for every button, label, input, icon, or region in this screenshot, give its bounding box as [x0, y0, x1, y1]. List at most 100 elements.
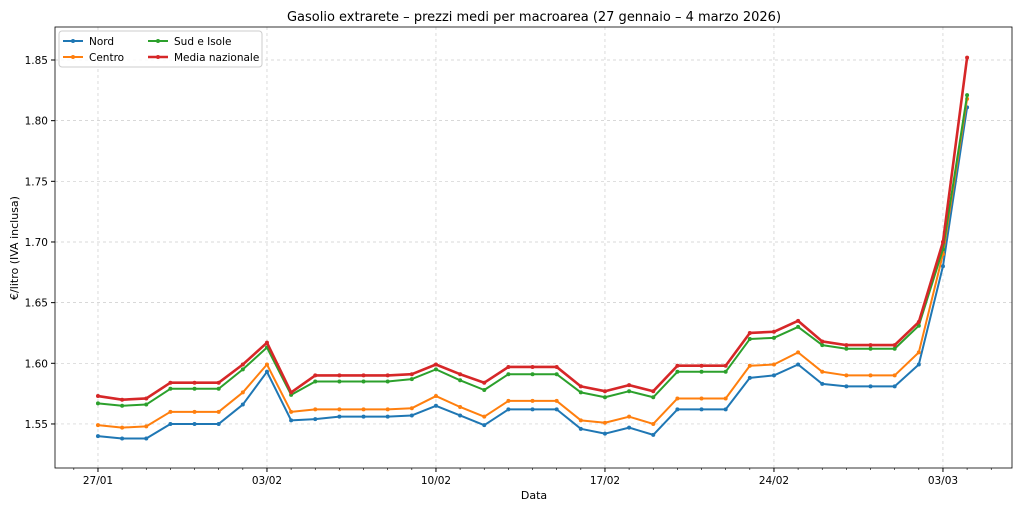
data-point	[361, 414, 366, 419]
data-point	[844, 343, 849, 348]
series-line	[97, 95, 969, 407]
data-point	[602, 395, 607, 400]
data-point	[554, 398, 559, 403]
legend-box	[58, 30, 263, 68]
data-point	[385, 407, 390, 412]
x-tick-label: 24/02	[759, 475, 789, 487]
data-point	[337, 373, 342, 378]
data-point	[409, 406, 414, 411]
data-point	[458, 413, 463, 418]
data-point	[433, 403, 438, 408]
data-point	[651, 432, 656, 437]
data-point	[458, 378, 463, 383]
data-point	[433, 394, 438, 399]
y-tick-label: 1.80	[25, 116, 48, 128]
data-point	[337, 407, 342, 412]
data-point	[482, 387, 487, 392]
data-point	[602, 420, 607, 425]
data-point	[868, 373, 873, 378]
data-point	[820, 343, 825, 348]
data-point	[771, 335, 776, 340]
series-lines	[95, 55, 970, 441]
data-point	[289, 390, 294, 395]
series-sud-e-isole	[95, 93, 970, 408]
data-point	[240, 402, 245, 407]
data-point	[892, 373, 897, 378]
data-point	[651, 389, 656, 394]
data-point	[240, 367, 245, 372]
series-line	[97, 57, 969, 401]
data-point	[820, 339, 825, 344]
data-point	[868, 346, 873, 351]
data-point	[554, 407, 559, 412]
chart-title: Gasolio extrarete – prezzi medi per macr…	[287, 10, 781, 25]
legend-label: Nord	[89, 36, 114, 48]
data-point	[723, 363, 728, 368]
x-tick-label: 03/03	[928, 475, 958, 487]
data-point	[216, 380, 221, 385]
y-tick-label: 1.70	[25, 237, 48, 249]
data-point	[144, 396, 149, 401]
data-point	[506, 407, 511, 412]
data-point	[530, 407, 535, 412]
data-point	[675, 407, 680, 412]
legend: Nord Centro Sud e Isole Media nazionale	[58, 30, 263, 68]
data-point	[433, 367, 438, 372]
data-point	[796, 318, 801, 323]
data-point	[216, 421, 221, 426]
data-point	[458, 372, 463, 377]
data-point	[530, 372, 535, 377]
data-point	[144, 402, 149, 407]
data-point	[723, 369, 728, 374]
data-point	[747, 375, 752, 380]
data-point	[965, 93, 970, 98]
data-point	[747, 337, 752, 342]
legend-label: Media nazionale	[174, 52, 259, 64]
legend-marker	[71, 39, 75, 43]
legend-label: Sud e Isole	[174, 36, 232, 48]
data-point	[844, 346, 849, 351]
data-point	[940, 239, 945, 244]
data-point	[95, 423, 100, 428]
data-point	[602, 431, 607, 436]
data-point	[675, 369, 680, 374]
data-point	[192, 409, 197, 414]
data-point	[868, 343, 873, 348]
data-point	[747, 330, 752, 335]
data-point	[844, 373, 849, 378]
data-point	[168, 380, 173, 385]
legend-label: Centro	[89, 52, 124, 64]
data-point	[264, 369, 269, 374]
data-point	[868, 384, 873, 389]
data-point	[168, 409, 173, 414]
data-point	[771, 362, 776, 367]
data-point	[482, 423, 487, 428]
data-point	[771, 329, 776, 334]
data-point	[409, 377, 414, 382]
x-tick-label: 17/02	[590, 475, 620, 487]
data-point	[144, 424, 149, 429]
data-point	[120, 436, 125, 441]
data-point	[627, 414, 632, 419]
data-point	[796, 350, 801, 355]
y-tick-label: 1.60	[25, 358, 48, 370]
legend-marker	[156, 55, 160, 59]
data-point	[651, 421, 656, 426]
data-point	[264, 362, 269, 367]
data-point	[578, 418, 583, 423]
series-centro	[95, 96, 970, 430]
x-tick-label: 03/02	[252, 475, 282, 487]
data-point	[120, 425, 125, 430]
data-point	[916, 320, 921, 325]
data-point	[578, 426, 583, 431]
data-point	[651, 395, 656, 400]
data-point	[482, 380, 487, 385]
data-point	[554, 364, 559, 369]
data-point	[602, 389, 607, 394]
data-point	[723, 396, 728, 401]
data-point	[120, 397, 125, 402]
data-point	[723, 407, 728, 412]
data-point	[771, 373, 776, 378]
data-point	[144, 436, 149, 441]
